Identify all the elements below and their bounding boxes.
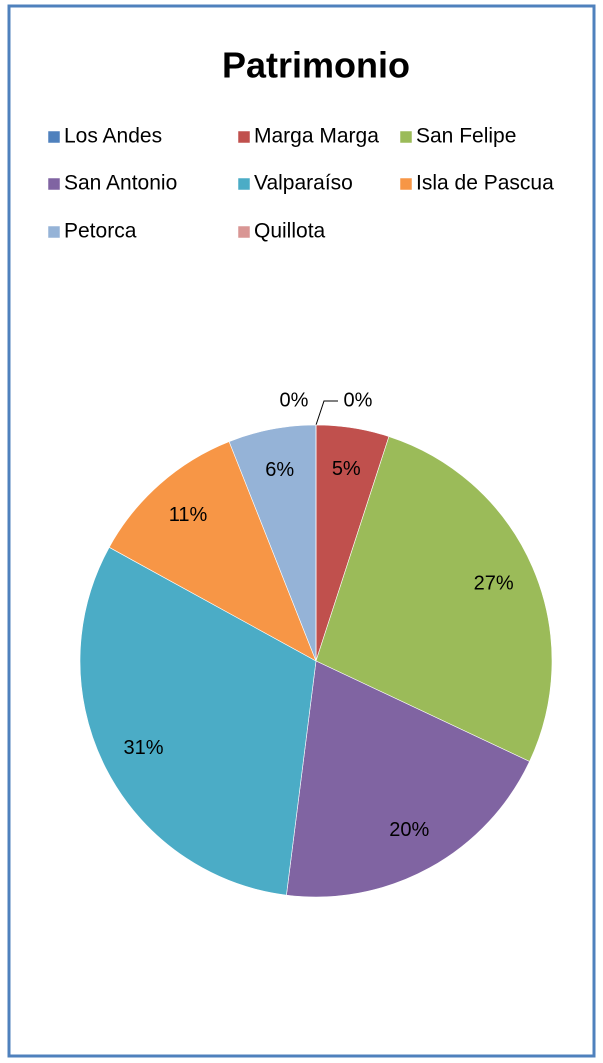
legend-label: Isla de Pascua <box>416 172 554 195</box>
legend-label: Valparaíso <box>254 172 353 195</box>
data-label: 20% <box>389 819 429 841</box>
legend-label: Los Andes <box>64 125 162 148</box>
legend-label: Quillota <box>254 220 326 243</box>
pie-slice <box>315 436 553 762</box>
legend-swatch <box>47 225 61 239</box>
legend-label: Marga Marga <box>254 125 379 148</box>
legend-swatch <box>47 130 61 144</box>
data-label: 0% <box>344 389 373 411</box>
legend-swatch <box>237 130 251 144</box>
legend-label: Petorca <box>64 220 137 243</box>
legend-label: San Antonio <box>64 172 177 195</box>
data-label: 5% <box>332 458 361 480</box>
legend-swatch <box>399 177 413 191</box>
legend-swatch <box>237 225 251 239</box>
legend-label: San Felipe <box>416 125 516 148</box>
chart-title: Patrimonio <box>222 45 410 86</box>
data-label: 31% <box>124 737 164 759</box>
pie-slice <box>286 660 530 898</box>
pie-slice <box>79 546 317 896</box>
data-label: 27% <box>474 572 514 594</box>
data-label: 0% <box>280 389 309 411</box>
data-label: 6% <box>265 459 294 481</box>
legend-swatch <box>47 177 61 191</box>
pie-slice <box>108 441 317 662</box>
leader-line <box>315 400 338 426</box>
data-label: 11% <box>169 504 208 526</box>
legend-swatch <box>237 177 251 191</box>
legend-swatch <box>399 130 413 144</box>
